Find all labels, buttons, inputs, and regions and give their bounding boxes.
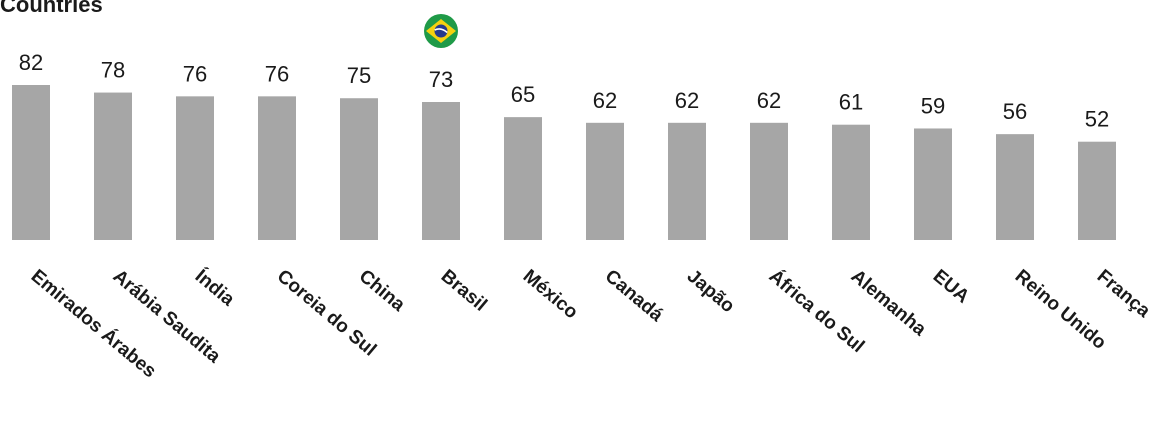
bar-eua	[914, 128, 952, 240]
category-label-brasil: Brasil	[437, 266, 491, 316]
bar-alemanha	[832, 124, 870, 240]
brazil-flag-icon	[424, 14, 458, 48]
value-label-brasil: 73	[429, 67, 453, 92]
value-label-africa-do-sul: 62	[757, 88, 781, 113]
value-label-reino-unido: 56	[1003, 99, 1027, 124]
value-label-alemanha: 61	[839, 90, 863, 115]
category-label-india: Índia	[191, 265, 239, 311]
value-label-japao: 62	[675, 88, 699, 113]
value-label-canada: 62	[593, 88, 617, 113]
bar-india	[176, 96, 214, 240]
value-labels-group: 82 78 76 76 75 73 65 62 62 62 61 59 56 52	[19, 50, 1109, 132]
bar-japao	[668, 122, 706, 240]
value-label-arabia-saudita: 78	[101, 58, 125, 83]
value-label-coreia-do-sul: 76	[265, 61, 289, 86]
category-label-japao: Japão	[683, 266, 739, 317]
category-label-mexico: México	[519, 266, 582, 323]
bar-emirados-arabes	[12, 85, 50, 240]
bar-africa-do-sul	[750, 122, 788, 240]
category-label-eua: EUA	[929, 266, 973, 308]
bar-mexico	[504, 117, 542, 240]
category-label-alemanha: Alemanha	[847, 266, 930, 341]
value-label-emirados-arabes: 82	[19, 50, 43, 75]
category-label-china: China	[355, 266, 409, 316]
category-label-franca: França	[1093, 266, 1155, 322]
bar-china	[340, 98, 378, 240]
value-label-india: 76	[183, 61, 207, 86]
bar-canada	[586, 122, 624, 240]
value-label-eua: 59	[921, 93, 945, 118]
value-label-mexico: 65	[511, 82, 535, 107]
bar-arabia-saudita	[94, 92, 132, 240]
value-label-china: 75	[347, 63, 371, 88]
chart-title: Countries	[0, 0, 103, 17]
value-label-franca: 52	[1085, 107, 1109, 132]
bar-coreia-do-sul	[258, 96, 296, 240]
bar-reino-unido	[996, 134, 1034, 240]
category-label-canada: Canadá	[601, 266, 667, 326]
bar-brasil	[422, 102, 460, 240]
bars-group	[12, 85, 1116, 240]
bar-franca	[1078, 141, 1116, 240]
